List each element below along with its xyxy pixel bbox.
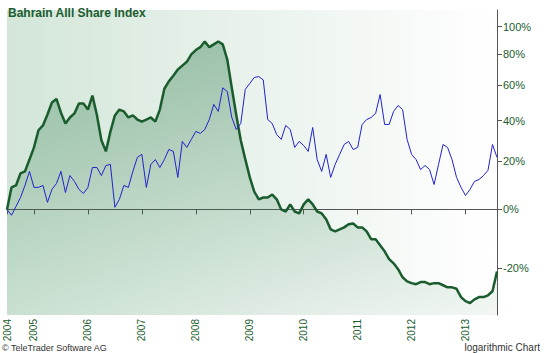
svg-text:2013: 2013 (460, 319, 471, 342)
svg-text:2006: 2006 (82, 319, 93, 342)
svg-text:logarithmic Chart: logarithmic Chart (464, 342, 540, 353)
svg-text:2012: 2012 (406, 319, 417, 342)
svg-text:20%: 20% (503, 155, 525, 167)
svg-text:2004: 2004 (2, 319, 13, 342)
svg-text:100%: 100% (503, 21, 531, 33)
svg-text:80%: 80% (503, 48, 525, 60)
svg-text:2011: 2011 (352, 319, 363, 341)
svg-text:-20%: -20% (503, 262, 529, 274)
svg-text:2010: 2010 (298, 319, 309, 342)
svg-text:2005: 2005 (28, 319, 39, 342)
svg-text:© TeleTrader Software AG: © TeleTrader Software AG (2, 343, 107, 353)
svg-text:2007: 2007 (136, 319, 147, 342)
svg-text:2008: 2008 (190, 319, 201, 342)
svg-text:Bahrain Alll Share Index: Bahrain Alll Share Index (8, 6, 146, 20)
svg-text:0%: 0% (503, 203, 519, 215)
svg-text:2009: 2009 (244, 319, 255, 342)
svg-text:60%: 60% (503, 79, 525, 91)
svg-text:40%: 40% (503, 115, 525, 127)
